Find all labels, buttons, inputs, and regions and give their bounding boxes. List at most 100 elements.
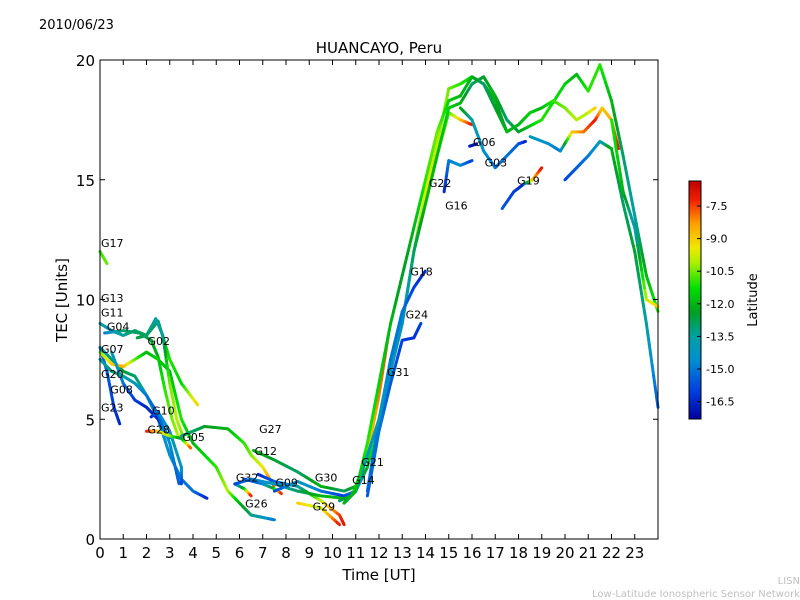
- track-segment: [616, 143, 620, 151]
- satellite-label: G19: [517, 175, 540, 188]
- x-tick-label: 10: [323, 544, 342, 562]
- track-segment: [652, 374, 657, 388]
- satellite-label: G26: [245, 498, 268, 511]
- track-segment: [469, 122, 474, 127]
- track-segment: [636, 244, 641, 257]
- track-segment: [650, 363, 656, 378]
- track-G12: [251, 111, 474, 493]
- track-segment: [203, 495, 209, 500]
- x-tick-label: 12: [369, 544, 388, 562]
- track-G24: [365, 321, 423, 498]
- track-segment: [633, 226, 638, 239]
- track-segment: [373, 435, 378, 448]
- y-axis-label: TEC [Units]: [53, 258, 71, 343]
- track-segment: [611, 127, 616, 140]
- track-segment: [641, 280, 647, 293]
- track-G28: [145, 429, 193, 450]
- track-segment: [368, 435, 375, 448]
- satellite-label: G13: [101, 292, 124, 305]
- x-tick-label: 21: [579, 544, 598, 562]
- x-tick-label: 15: [439, 544, 458, 562]
- satellite-label: G09: [275, 476, 298, 489]
- satellite-label: G21: [361, 456, 384, 469]
- credit-short: LISN: [777, 576, 800, 587]
- colorbar-tick-label: -7.5: [706, 200, 727, 213]
- track-segment: [592, 106, 597, 110]
- track-G17: [98, 250, 109, 266]
- satellite-label: G03: [485, 156, 508, 169]
- track-segment: [371, 444, 377, 457]
- x-tick-label: 22: [602, 544, 621, 562]
- satellite-label: G06: [473, 136, 496, 149]
- track-segment: [610, 118, 615, 131]
- track-segment: [640, 295, 645, 307]
- track-G32: [233, 482, 253, 498]
- x-tick-label: 17: [486, 544, 505, 562]
- track-segment: [643, 312, 648, 325]
- track-segment: [615, 154, 621, 167]
- x-tick-label: 13: [393, 544, 412, 562]
- tracks-layer: [98, 63, 660, 527]
- colorbar-tick-label: -10.5: [706, 265, 734, 278]
- track-segment: [176, 477, 181, 486]
- y-tick-label: 5: [85, 411, 95, 429]
- satellite-label: G32: [236, 472, 259, 485]
- date-label: 2010/06/23: [39, 18, 114, 33]
- x-tick-label: 6: [235, 544, 245, 562]
- track-segment: [647, 342, 653, 357]
- x-tick-label: 5: [211, 544, 221, 562]
- x-tick-label: 20: [555, 544, 574, 562]
- satellite-label: G17: [101, 237, 124, 250]
- track-segment: [618, 172, 624, 185]
- track-segment: [374, 426, 380, 439]
- track-segment: [374, 417, 381, 430]
- colorbar-label: Latitude: [746, 273, 761, 327]
- colorbar-ticks: -7.5 -9.0 -10.5 -12.0 -13.5 -15.0 -16.5: [697, 200, 734, 409]
- x-tick-label: 11: [346, 544, 365, 562]
- colorbar-tick-label: -16.5: [706, 396, 734, 409]
- track-segment: [362, 453, 369, 466]
- track-segment: [409, 259, 414, 272]
- track-G23: [98, 357, 181, 486]
- track-segment: [634, 259, 640, 272]
- track-segment: [634, 235, 640, 248]
- track-segment: [640, 271, 645, 284]
- track-unlabeled-31: [610, 118, 660, 309]
- track-segment: [620, 181, 625, 194]
- chart-title: HUANCAYO, Peru: [315, 39, 443, 57]
- credit-long: Low-Latitude Ionospheric Sensor Network: [592, 589, 800, 600]
- track-segment: [410, 250, 416, 263]
- track-segment: [342, 521, 346, 527]
- track-segment: [646, 332, 651, 346]
- x-tick-label: 4: [188, 544, 198, 562]
- track-segment: [641, 303, 647, 316]
- track-segment: [636, 268, 641, 281]
- track-segment: [418, 321, 423, 327]
- satellite-label: G11: [101, 306, 124, 319]
- track-segment: [637, 277, 643, 290]
- track-segment: [639, 286, 644, 299]
- track-segment: [639, 262, 644, 275]
- colorbar-tick-label: -12.0: [706, 298, 734, 311]
- track-G03: [458, 106, 527, 170]
- satellite-label: G22: [429, 177, 452, 190]
- track-segment: [371, 426, 378, 439]
- x-tick-label: 8: [281, 544, 291, 562]
- track-segment: [248, 493, 253, 498]
- track-segment: [194, 400, 200, 407]
- satellite-label: G12: [254, 445, 277, 458]
- track-segment: [649, 353, 654, 367]
- track-segment: [539, 166, 544, 171]
- track-G20: [98, 350, 276, 522]
- track-G16: [442, 159, 474, 194]
- x-tick-label: 14: [416, 544, 435, 562]
- track-segment: [365, 444, 372, 457]
- track-segment: [278, 491, 283, 495]
- track-segment: [405, 286, 410, 299]
- satellite-label: G20: [101, 368, 124, 381]
- satellite-label: G04: [107, 321, 130, 334]
- y-tick-label: 10: [76, 292, 95, 310]
- track-G29: [296, 501, 341, 527]
- track-G10: [149, 410, 183, 486]
- track-G07: [98, 345, 209, 500]
